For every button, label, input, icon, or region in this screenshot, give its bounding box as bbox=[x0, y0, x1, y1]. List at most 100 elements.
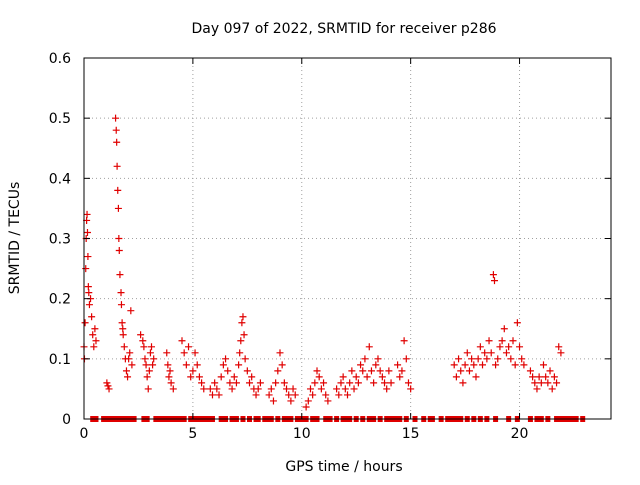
data-point bbox=[492, 361, 500, 369]
data-point bbox=[520, 361, 528, 369]
data-point bbox=[141, 355, 149, 363]
data-point bbox=[383, 385, 391, 393]
data-point bbox=[115, 235, 123, 242]
data-point bbox=[455, 355, 463, 363]
data-point bbox=[269, 397, 277, 405]
data-point bbox=[91, 325, 99, 333]
data-point bbox=[363, 373, 371, 381]
data-point bbox=[304, 397, 312, 405]
data-point bbox=[357, 361, 365, 369]
data-point bbox=[344, 391, 351, 399]
data-point bbox=[143, 373, 151, 381]
data-point bbox=[346, 379, 354, 387]
data-point bbox=[315, 373, 323, 381]
data-point bbox=[529, 373, 537, 381]
data-point bbox=[142, 361, 150, 369]
data-point bbox=[309, 391, 317, 399]
data-point bbox=[459, 379, 467, 387]
data-point bbox=[113, 138, 121, 146]
data-point bbox=[500, 325, 508, 333]
data-point bbox=[531, 379, 539, 387]
data-point bbox=[84, 253, 92, 261]
data-point bbox=[88, 313, 96, 321]
data-point bbox=[117, 289, 125, 297]
x-tick-label: 15 bbox=[402, 426, 420, 442]
data-point bbox=[124, 373, 132, 381]
data-point bbox=[237, 337, 245, 345]
data-point bbox=[165, 373, 173, 381]
data-point bbox=[178, 337, 186, 345]
data-point bbox=[113, 162, 121, 170]
data-point bbox=[367, 367, 375, 375]
data-point bbox=[182, 361, 190, 369]
data-point bbox=[289, 385, 297, 393]
data-point bbox=[274, 367, 282, 375]
data-point bbox=[169, 385, 177, 393]
data-point bbox=[387, 379, 395, 387]
x-tick-label: 5 bbox=[188, 426, 197, 442]
data-point bbox=[350, 385, 358, 393]
data-point bbox=[483, 355, 491, 363]
y-tick-label: 0 bbox=[62, 412, 71, 428]
data-point bbox=[546, 367, 554, 375]
data-point bbox=[193, 361, 201, 369]
data-point bbox=[241, 355, 249, 363]
data-point bbox=[226, 379, 234, 387]
data-point bbox=[372, 361, 380, 369]
data-point bbox=[535, 373, 543, 381]
data-point bbox=[394, 361, 402, 369]
data-point bbox=[82, 265, 90, 273]
data-point bbox=[272, 379, 280, 387]
data-point bbox=[243, 367, 251, 375]
data-point bbox=[470, 361, 478, 369]
data-point bbox=[487, 349, 495, 357]
data-point bbox=[465, 367, 473, 375]
data-point bbox=[285, 391, 293, 399]
data-point bbox=[280, 379, 288, 387]
data-point bbox=[164, 361, 172, 369]
data-point bbox=[213, 385, 221, 393]
data-point bbox=[119, 331, 127, 339]
data-point bbox=[248, 373, 256, 381]
data-point bbox=[116, 271, 124, 279]
data-point bbox=[85, 289, 93, 297]
data-point bbox=[496, 343, 504, 351]
data-point bbox=[452, 373, 460, 381]
data-point bbox=[283, 385, 291, 393]
data-point bbox=[320, 379, 328, 387]
data-point bbox=[85, 301, 93, 309]
data-point bbox=[550, 373, 558, 381]
data-point bbox=[287, 397, 295, 405]
data-point bbox=[240, 331, 248, 339]
data-point bbox=[238, 319, 246, 327]
data-point bbox=[509, 337, 517, 345]
data-point bbox=[457, 367, 465, 375]
data-point bbox=[553, 379, 561, 387]
data-point bbox=[313, 367, 321, 375]
data-point bbox=[211, 379, 219, 387]
x-tick-label: 0 bbox=[80, 426, 89, 442]
data-point bbox=[485, 337, 493, 345]
y-tick-label: 0.3 bbox=[49, 232, 71, 248]
data-point bbox=[105, 385, 113, 393]
data-point bbox=[518, 355, 526, 363]
data-point bbox=[217, 373, 225, 381]
y-tick-label: 0.4 bbox=[49, 171, 71, 187]
data-point bbox=[128, 361, 136, 369]
data-point bbox=[191, 349, 199, 357]
data-point bbox=[254, 385, 262, 393]
data-point bbox=[81, 319, 89, 327]
data-point bbox=[374, 355, 382, 363]
axis-ticks: 0 5 10 15 20 0 0.1 0.2 0.3 0.4 0.5 0.6 bbox=[49, 51, 611, 442]
data-point bbox=[385, 367, 393, 375]
data-point bbox=[206, 385, 214, 393]
x-tick-label: 10 bbox=[293, 426, 311, 442]
data-point bbox=[114, 186, 122, 194]
data-point bbox=[125, 355, 133, 363]
data-point bbox=[208, 391, 216, 399]
data-point bbox=[555, 343, 563, 351]
data-point bbox=[404, 379, 412, 387]
data-point bbox=[505, 343, 513, 351]
